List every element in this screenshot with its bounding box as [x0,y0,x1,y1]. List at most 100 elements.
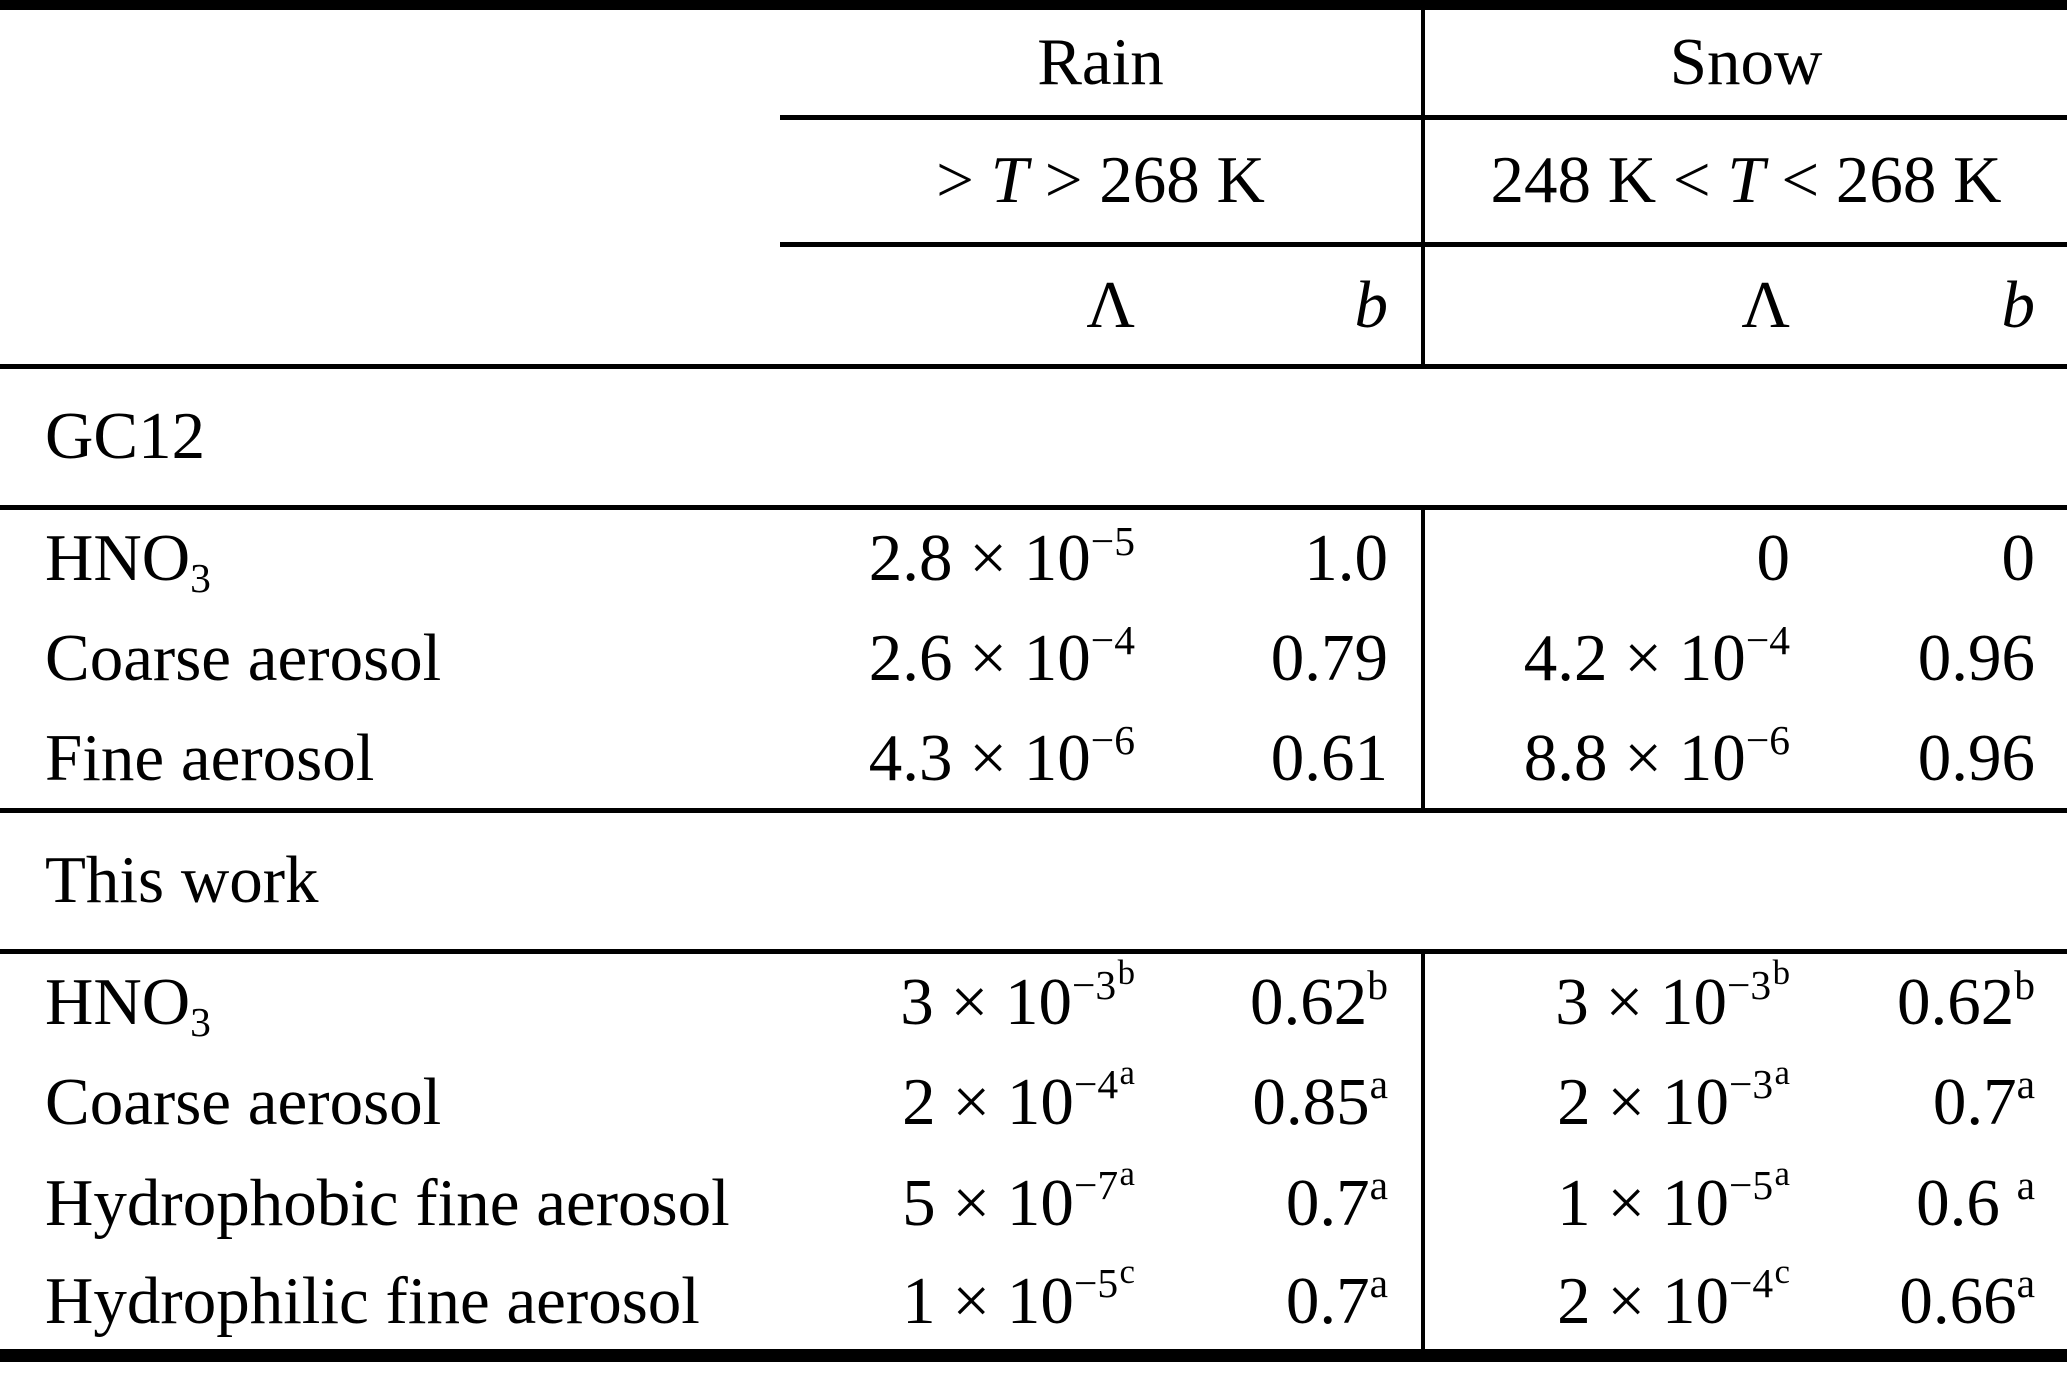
rain-temp-range: > T > 268 K [780,114,1424,244]
text-segment: b [2014,961,2036,1008]
text-segment: a [1369,1061,1389,1108]
text-segment: −5 [1090,517,1135,564]
row-label: HNO3 [0,504,780,608]
text-segment: b [1117,953,1135,993]
value-rain-lambda: 5 × 10−7a [780,1153,1135,1254]
header-row-temp-range: > T > 268 K 248 K < T < 268 K [0,114,2067,244]
text-segment: −7 [1073,1162,1119,1209]
text-segment: 0.85 [1252,1065,1370,1139]
value-rain-b: 0.79 [1135,608,1423,709]
table-row-gc12-fine-aerosol: Fine aerosol 4.3 × 10−6 0.61 8.8 × 10−6 … [0,709,2067,810]
value-snow-lambda: 4.2 × 10−4 [1421,608,1791,709]
text-segment: 0.62 [1897,965,2015,1040]
rain-group-header: Rain [780,5,1423,117]
col-header-b-snow: b [1790,241,2067,366]
value-rain-lambda: 4.3 × 10−6 [780,709,1135,810]
text-segment: HNO [45,521,191,596]
text-segment: −4 [1728,1260,1774,1306]
corner-cell [0,244,780,366]
text-segment: a [1369,1260,1389,1306]
value-snow-lambda: 3 × 10−3b [1421,948,1791,1052]
value-rain-lambda: 2.8 × 10−5 [780,504,1135,608]
value-rain-b: 0.62b [1135,948,1424,1052]
col-header-lambda-rain: Λ [780,241,1135,366]
text-segment: Snow [1669,24,1823,99]
text-segment: −6 [1745,717,1791,763]
row-label: Fine aerosol [0,709,780,810]
text-segment: Coarse aerosol [45,1065,442,1139]
text-segment: 0.79 [1270,621,1389,695]
text-segment: Rain [1037,24,1164,99]
value-snow-b: 0 [1790,504,2067,608]
text-segment: 0.66 [1899,1263,2017,1338]
section-title: This work [0,807,2067,951]
table-row-gc12-coarse-aerosol: Coarse aerosol 2.6 × 10−4 0.79 4.2 × 10−… [0,608,2067,709]
text-segment: 3 × 10 [900,965,1072,1040]
text-segment: −4 [1073,1061,1119,1108]
value-snow-b: 0.7a [1790,1052,2067,1153]
text-segment: 0.7 [1285,1166,1370,1240]
value-rain-b: 0.7a [1135,1254,1423,1355]
text-segment: 0 [2001,521,2036,596]
text-segment: 2 × 10 [1557,1263,1729,1338]
value-snow-lambda: 1 × 10−5a [1421,1153,1791,1254]
text-segment: 0.96 [1917,621,2036,695]
text-segment: 0.7 [1932,1065,2017,1139]
text-segment: 1 × 10 [902,1263,1074,1338]
value-snow-lambda: 2 × 10−3a [1421,1052,1791,1153]
value-rain-lambda: 1 × 10−5c [780,1254,1135,1355]
snow-group-header: Snow [1421,5,2067,117]
header-row-precip-type: Rain Snow [0,5,2067,117]
text-segment: b [1772,953,1791,993]
corner-cell [0,117,780,244]
text-segment: −5 [1728,1162,1774,1209]
text-segment: T [990,143,1028,217]
text-segment: −4 [1745,617,1791,664]
value-rain-lambda: 2.6 × 10−4 [780,608,1135,709]
text-segment: 2 × 10 [1557,1065,1729,1139]
text-segment: −5 [1073,1260,1119,1306]
text-segment: −3 [1727,961,1772,1008]
value-snow-b: 0.62b [1790,948,2067,1052]
text-segment: 3 [190,998,211,1045]
header-row-columns: Λ b Λ b [0,241,2067,366]
text-segment: b [2001,267,2036,342]
text-segment: 0.62 [1250,965,1368,1040]
table-row-thiswork-hydrophilic-fine-aerosol: Hydrophilic fine aerosol 1 × 10−5c 0.7a … [0,1254,2067,1355]
text-segment: a [2016,1061,2036,1108]
value-rain-b: 1.0 [1135,504,1424,608]
row-label: Coarse aerosol [0,1052,780,1153]
text-segment: 1 × 10 [1557,1166,1729,1240]
text-segment: HNO [45,965,191,1040]
text-segment: a [1774,1153,1791,1193]
col-header-lambda-snow: Λ [1421,241,1791,366]
text-segment: GC12 [45,399,206,473]
text-segment: 2.8 × 10 [868,521,1091,596]
text-segment: > 268 K [1027,143,1265,217]
text-segment: 3 × 10 [1555,965,1727,1040]
value-snow-b: 0.66a [1790,1254,2067,1355]
text-segment: Λ [1741,267,1791,342]
text-segment: < 268 K [1764,143,2002,217]
text-segment: 2 × 10 [902,1065,1074,1139]
text-segment: 8.8 × 10 [1523,720,1746,795]
text-segment: b [1367,961,1389,1008]
text-segment: Coarse aerosol [45,621,442,695]
text-segment: a [1119,1153,1135,1193]
text-segment: b [1354,267,1389,342]
value-snow-lambda: 2 × 10−4c [1421,1254,1791,1355]
value-snow-b: 0.6 a [1790,1153,2067,1254]
table-row-thiswork-hno3: HNO3 3 × 10−3b 0.62b 3 × 10−3b 0.62b [0,948,2067,1052]
section-row-gc12: GC12 [0,363,2067,507]
value-snow-lambda: 0 [1421,504,1791,608]
text-segment: This work [45,843,319,917]
row-label: HNO3 [0,948,780,1052]
corner-cell [0,5,780,117]
value-rain-lambda: 3 × 10−3b [780,948,1135,1052]
value-rain-b: 0.61 [1135,709,1423,810]
value-snow-b: 0.96 [1790,608,2067,709]
text-segment: Fine aerosol [45,720,375,795]
text-segment: a [2016,1162,2036,1209]
